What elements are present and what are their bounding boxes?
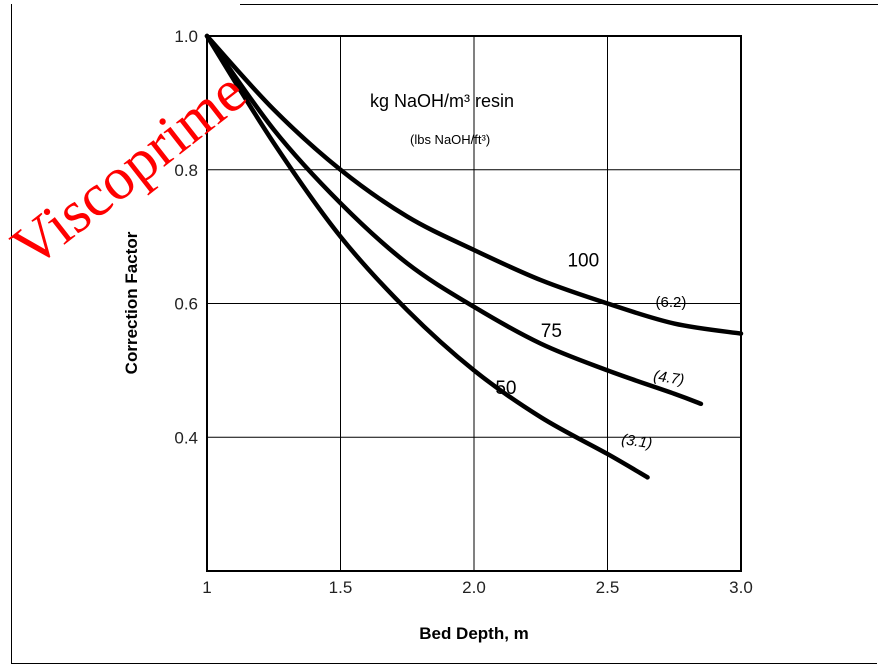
curve-sublabel-100: (6.2)	[656, 294, 687, 311]
legend-subtitle: (lbs NaOH/ft³)	[410, 132, 490, 147]
grid	[207, 36, 741, 571]
legend-title: kg NaOH/m³ resin	[370, 91, 514, 111]
x-tick-label: 2.5	[596, 578, 620, 597]
curve-sublabel-75: (4.7)	[652, 368, 685, 389]
x-tick-label: 1.5	[329, 578, 353, 597]
curve-label-100: 100	[567, 251, 599, 272]
y-tick-label: 0.4	[174, 428, 198, 447]
curve-50	[204, 33, 650, 480]
figure-frame-top	[240, 4, 878, 5]
y-axis-title: Correction Factor	[122, 231, 141, 374]
x-tick-labels: 1 1.5 2.0 2.5 3.0	[202, 578, 753, 597]
curve-sublabel-50: (3.1)	[620, 431, 653, 452]
y-tick-labels: 1.0 0.8 0.6 0.4	[174, 27, 198, 447]
curve-labels: 100 (6.2) 75 (4.7) 50 (3.1)	[495, 251, 686, 452]
y-tick-label: 0.8	[174, 161, 198, 180]
y-tick-label: 1.0	[174, 27, 198, 46]
curves	[204, 33, 744, 480]
curve-75	[204, 33, 704, 407]
y-tick-label: 0.6	[174, 295, 198, 314]
x-tick-label: 2.0	[462, 578, 486, 597]
curve-label-75: 75	[541, 321, 562, 342]
x-axis-title: Bed Depth, m	[419, 624, 529, 643]
curve-label-50: 50	[495, 378, 516, 399]
figure-frame	[11, 4, 877, 664]
curve-100	[204, 33, 744, 336]
x-tick-label: 3.0	[729, 578, 753, 597]
x-tick-label: 1	[202, 578, 211, 597]
